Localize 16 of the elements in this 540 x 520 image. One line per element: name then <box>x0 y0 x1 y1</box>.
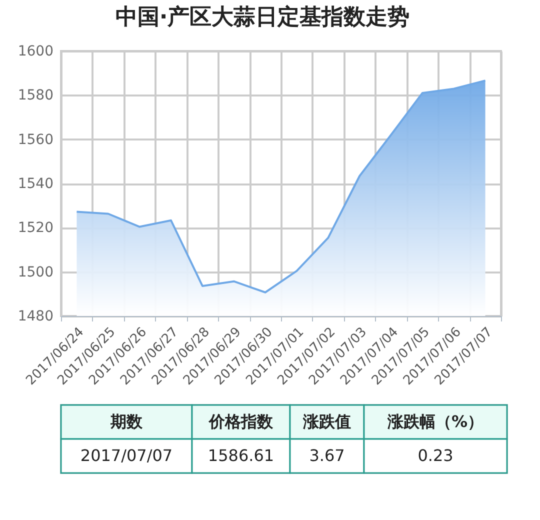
text: 涨跌值 <box>302 412 351 431</box>
y-tick-label: 1600 <box>18 44 54 60</box>
text: 1586.61 <box>208 446 274 465</box>
y-tick-label: 1540 <box>18 176 54 192</box>
chart-title: 中国·产区大蒜日定基指数走势 <box>115 4 410 30</box>
y-tick-label: 1500 <box>18 264 54 280</box>
text: 0.23 <box>418 446 454 465</box>
y-tick-label: 1480 <box>18 308 54 324</box>
y-tick-label: 1580 <box>18 88 54 104</box>
y-tick-label: 1520 <box>18 220 54 236</box>
text: 价格指数 <box>208 412 274 431</box>
text: 3.67 <box>309 446 345 465</box>
text: 2017/07/07 <box>80 446 173 465</box>
text: 期数 <box>110 412 144 431</box>
y-tick-label: 1560 <box>18 132 54 148</box>
text: 涨跌幅（%） <box>386 412 484 431</box>
